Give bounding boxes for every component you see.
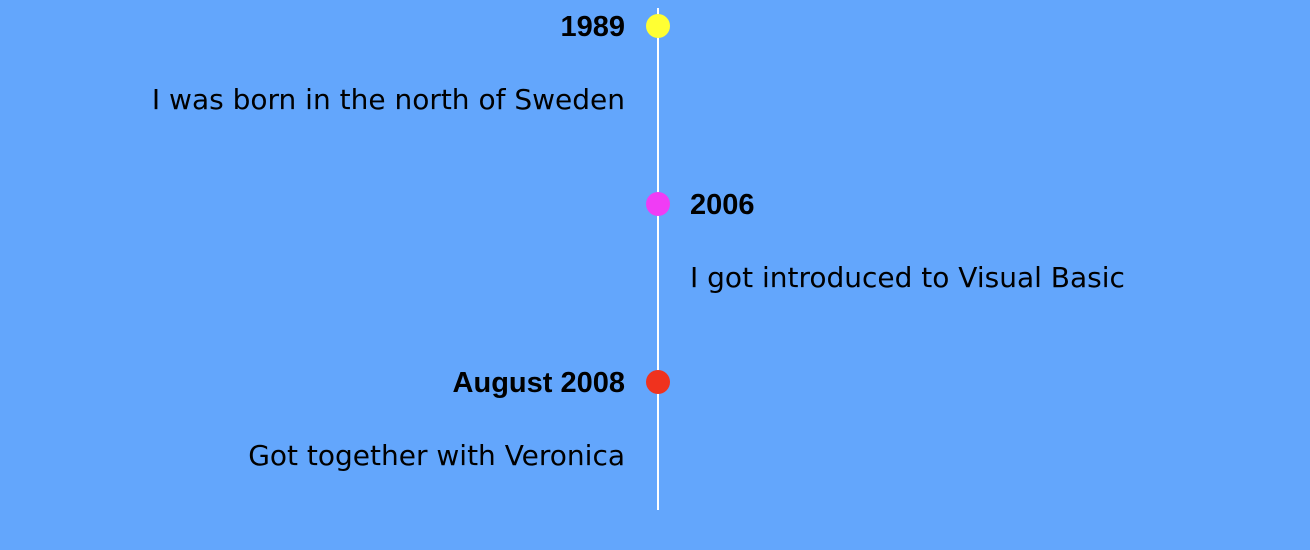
event-description: Got together with Veronica <box>248 439 625 472</box>
timeline-event: August 2008 Got together with Veronica <box>0 356 1310 534</box>
event-dot <box>646 370 670 394</box>
event-dot <box>646 14 670 38</box>
event-dot <box>646 192 670 216</box>
timeline-event: 1989 I was born in the north of Sweden <box>0 0 1310 178</box>
timeline-event: 2006 I got introduced to Visual Basic <box>0 178 1310 356</box>
timeline-line <box>657 8 659 510</box>
event-year: August 2008 <box>452 367 625 399</box>
event-year: 2006 <box>690 189 755 221</box>
event-description: I was born in the north of Sweden <box>151 83 625 116</box>
event-description: I got introduced to Visual Basic <box>690 261 1125 294</box>
event-year: 1989 <box>560 11 625 43</box>
